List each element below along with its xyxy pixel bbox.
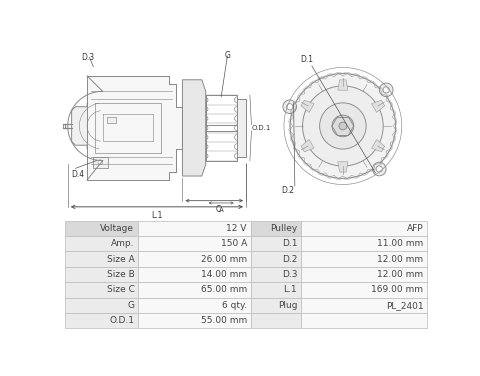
Bar	[301, 252, 427, 267]
Text: 12 V: 12 V	[227, 224, 247, 233]
Text: Voltage: Voltage	[100, 224, 134, 233]
Polygon shape	[301, 139, 314, 152]
Circle shape	[290, 74, 396, 178]
Bar	[65, 298, 138, 313]
Bar	[251, 267, 301, 282]
Bar	[65, 236, 138, 252]
Bar	[65, 252, 138, 267]
Circle shape	[383, 87, 389, 93]
Text: D.3: D.3	[82, 53, 95, 62]
Text: L.1: L.1	[151, 211, 163, 220]
Circle shape	[379, 83, 393, 97]
Text: 65.00 mm: 65.00 mm	[201, 285, 247, 294]
Text: C: C	[216, 205, 221, 214]
FancyBboxPatch shape	[93, 157, 108, 168]
Bar	[301, 267, 427, 282]
Bar	[301, 313, 427, 329]
Text: L.1: L.1	[284, 285, 297, 294]
Bar	[301, 221, 427, 236]
Circle shape	[332, 115, 354, 137]
Text: D.4: D.4	[72, 170, 85, 179]
Circle shape	[372, 162, 386, 176]
Bar	[301, 282, 427, 298]
Text: Size B: Size B	[107, 270, 134, 279]
Bar	[251, 221, 301, 236]
Text: Size A: Size A	[107, 255, 134, 264]
Text: G: G	[127, 301, 134, 310]
Polygon shape	[301, 100, 314, 112]
Bar	[251, 298, 301, 313]
Polygon shape	[372, 139, 384, 152]
Bar	[65, 221, 138, 236]
Bar	[65, 267, 138, 282]
Bar	[138, 313, 251, 329]
Text: O.D.1: O.D.1	[109, 316, 134, 325]
Text: 169.00 mm: 169.00 mm	[372, 285, 423, 294]
Text: PL_2401: PL_2401	[386, 301, 423, 310]
Text: AFP: AFP	[407, 224, 423, 233]
Text: 11.00 mm: 11.00 mm	[377, 239, 423, 248]
Text: A: A	[219, 207, 224, 213]
Text: 6 qty.: 6 qty.	[222, 301, 247, 310]
Circle shape	[287, 104, 293, 110]
Text: D.1: D.1	[282, 239, 297, 248]
Polygon shape	[372, 100, 384, 112]
Polygon shape	[237, 99, 246, 157]
FancyBboxPatch shape	[107, 117, 116, 123]
Text: D.1: D.1	[300, 55, 313, 64]
Bar	[251, 252, 301, 267]
Bar	[138, 298, 251, 313]
Bar	[251, 313, 301, 329]
Circle shape	[283, 100, 297, 114]
Bar	[138, 282, 251, 298]
Circle shape	[339, 122, 347, 130]
Text: 12.00 mm: 12.00 mm	[377, 255, 423, 264]
Bar	[138, 252, 251, 267]
Text: Size C: Size C	[107, 285, 134, 294]
Text: 14.00 mm: 14.00 mm	[201, 270, 247, 279]
Text: 12.00 mm: 12.00 mm	[377, 270, 423, 279]
Text: G: G	[225, 51, 230, 60]
Bar	[301, 236, 427, 252]
Text: Pulley: Pulley	[270, 224, 297, 233]
Circle shape	[376, 166, 383, 172]
Bar	[251, 282, 301, 298]
Text: D.2: D.2	[281, 186, 294, 195]
Polygon shape	[338, 80, 348, 90]
Text: D.3: D.3	[282, 270, 297, 279]
Text: 150 A: 150 A	[220, 239, 247, 248]
Bar	[251, 236, 301, 252]
Text: D.2: D.2	[282, 255, 297, 264]
Bar	[138, 236, 251, 252]
Polygon shape	[182, 80, 206, 176]
Polygon shape	[72, 103, 87, 149]
Bar	[138, 267, 251, 282]
Circle shape	[302, 86, 383, 166]
Text: O.D.1: O.D.1	[252, 125, 271, 131]
Bar	[138, 221, 251, 236]
Circle shape	[320, 103, 366, 149]
Bar	[301, 298, 427, 313]
Bar	[65, 313, 138, 329]
Polygon shape	[338, 162, 348, 172]
Text: Amp.: Amp.	[111, 239, 134, 248]
Circle shape	[98, 160, 103, 164]
Bar	[65, 282, 138, 298]
Text: 55.00 mm: 55.00 mm	[201, 316, 247, 325]
Text: Plug: Plug	[277, 301, 297, 310]
Text: 26.00 mm: 26.00 mm	[201, 255, 247, 264]
Polygon shape	[87, 76, 182, 180]
